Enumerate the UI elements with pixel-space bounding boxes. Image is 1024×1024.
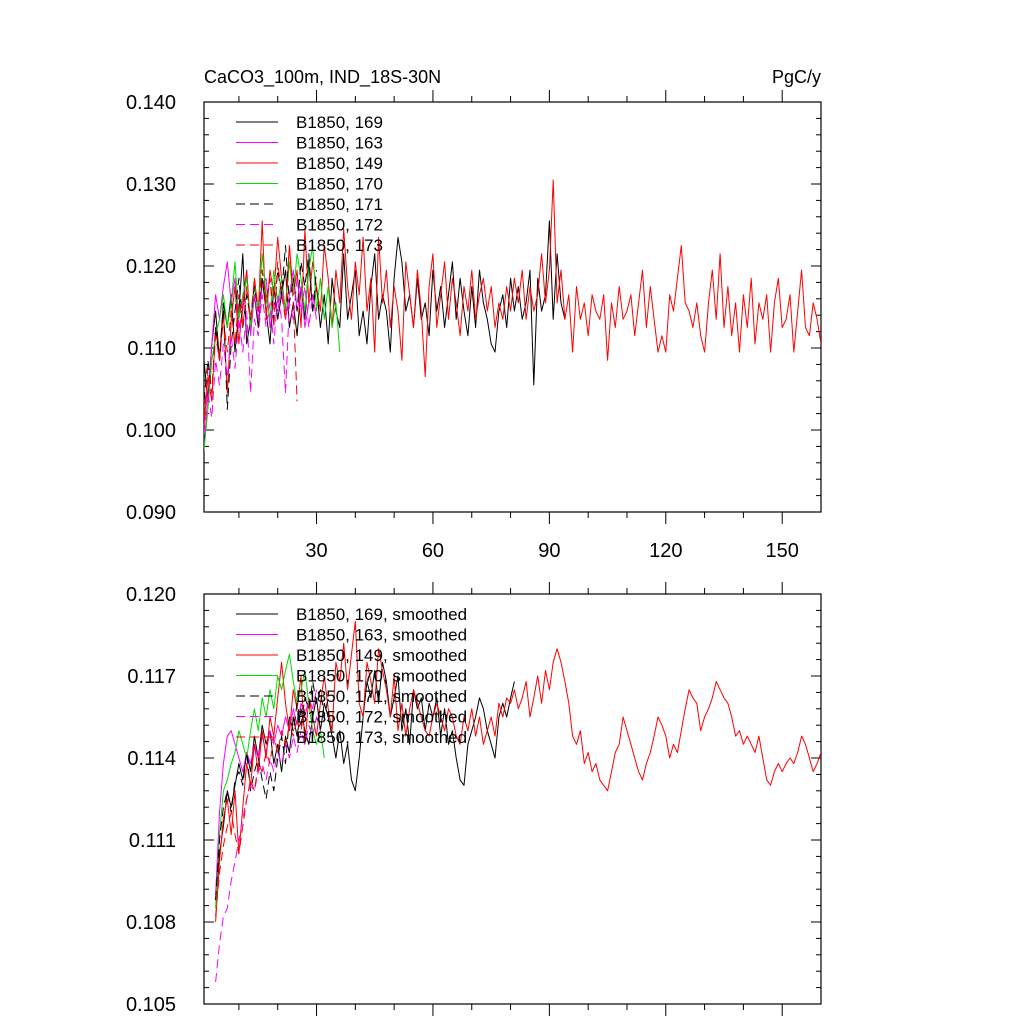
series-line-7 [215,708,306,917]
legend-label: B1850, 149, smoothed [296,646,467,665]
legend-label: B1850, 163, smoothed [296,626,467,645]
series-line-3 [204,179,821,426]
units-label: PgC/y [772,67,821,87]
series-group [215,620,821,983]
series-line-5 [215,681,329,901]
series-line-6 [215,716,321,983]
y-tick-label: 0.120 [126,584,176,606]
y-tick-label: 0.117 [127,666,176,688]
series-line-6 [204,277,317,435]
plot-frame [203,593,822,1005]
top-panel: CaCO3_100m, IND_18S-30N PgC/y 0.090 0.100… [126,67,822,562]
legend-label: B1850, 173 [296,236,383,255]
x-tick-label: 150 [766,540,799,562]
x-tick-label: 60 [422,540,444,562]
legend-label: B1850, 172 [296,216,383,235]
y-tick-label: 0.105 [126,994,176,1016]
x-tick-label: 120 [649,540,682,562]
y-tick-label: 0.114 [127,748,176,770]
series-line-3 [215,620,821,923]
legend-label: B1850, 169, smoothed [296,605,467,624]
y-tick-label: 0.120 [126,256,176,278]
plot-frame [203,101,822,513]
y-tick-label: 0.140 [126,92,176,114]
x-tick-label: 30 [305,540,327,562]
y-tick-label: 0.100 [126,420,176,442]
legend-label: B1850, 170, smoothed [296,667,467,686]
series-line-4 [215,653,325,909]
legend-label: B1850, 169 [296,113,383,132]
series-line-1 [215,661,515,901]
legend-label: B1850, 163 [296,134,383,153]
y-tick-label: 0.111 [129,830,176,852]
chart-title: CaCO3_100m, IND_18S-30N [204,67,441,88]
y-tick-label: 0.130 [126,174,176,196]
legend-label: B1850, 171, smoothed [296,687,467,706]
bottom-panel: 0.105 0.108 0.111 0.114 0.117 0.120 B1850, 169… [126,582,822,1016]
legend-label: B1850, 172, smoothed [296,708,467,727]
x-tick-label: 90 [538,540,560,562]
y-tick-label: 0.110 [127,338,176,360]
legend-label: B1850, 149 [296,154,383,173]
legend-label: B1850, 171 [296,195,383,214]
legend-label: B1850, 170 [296,175,383,194]
series-group [204,179,821,451]
series-line-1 [204,220,566,402]
series-line-2 [204,261,317,451]
series-line-2 [215,689,317,895]
y-tick-label: 0.108 [126,912,176,934]
series-line-4 [204,245,341,451]
legend-label: B1850, 173, smoothed [296,728,467,747]
y-tick-label: 0.090 [126,502,176,524]
series-line-7 [204,245,298,418]
